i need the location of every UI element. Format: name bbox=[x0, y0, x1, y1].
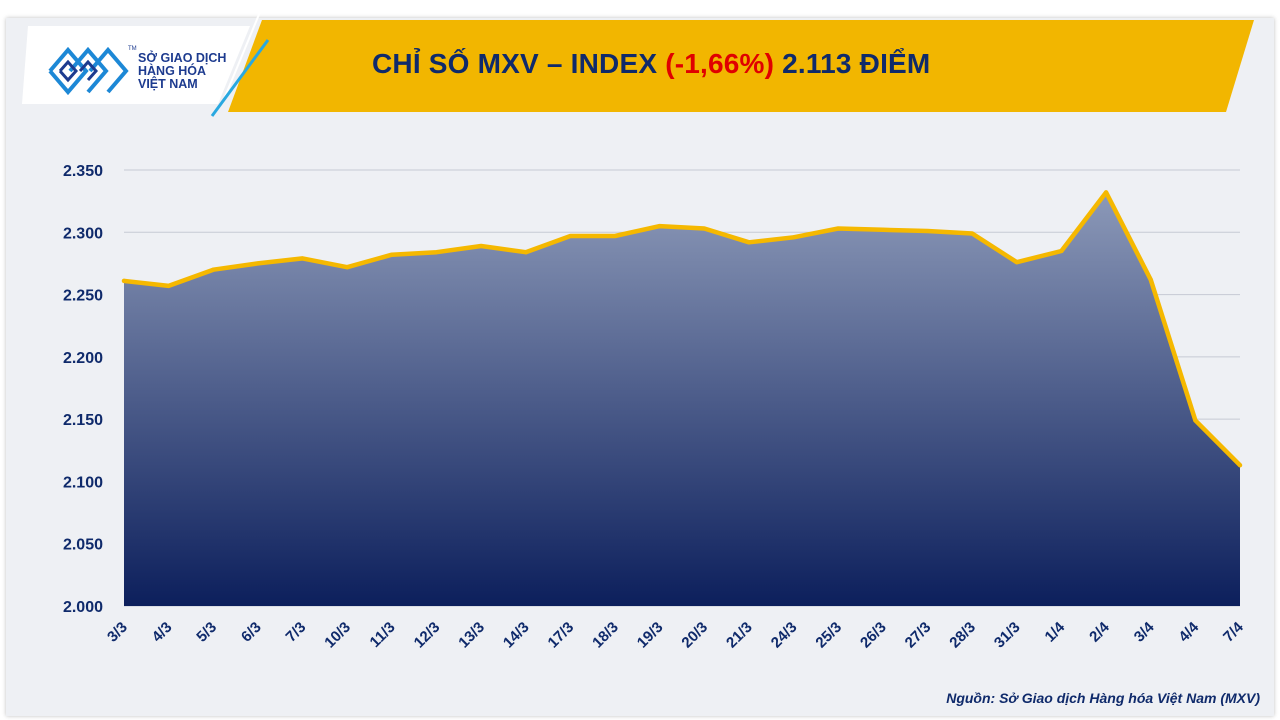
data-point bbox=[880, 227, 885, 232]
logo-line-2: HÀNG HÓA bbox=[138, 63, 207, 78]
data-point bbox=[702, 226, 707, 231]
x-tick-label: 7/3 bbox=[283, 619, 310, 646]
x-tick-label: 26/3 bbox=[857, 619, 890, 652]
series-area bbox=[124, 192, 1240, 606]
data-point bbox=[613, 234, 618, 239]
x-tick-label: 25/3 bbox=[812, 619, 845, 652]
data-point bbox=[1193, 418, 1198, 423]
y-tick-label: 2.200 bbox=[63, 350, 103, 367]
y-axis-ticks: 2.000 2.050 2.100 2.150 2.200 2.250 2.300 2.350 bbox=[63, 163, 103, 616]
x-tick-label: 18/3 bbox=[589, 619, 622, 652]
x-tick-label: 6/3 bbox=[238, 619, 265, 646]
data-point bbox=[523, 250, 528, 255]
data-point bbox=[746, 240, 751, 245]
x-tick-label: 19/3 bbox=[634, 619, 667, 652]
data-points bbox=[122, 190, 1242, 468]
banner-stripe bbox=[221, 11, 261, 105]
x-tick-label: 3/4 bbox=[1131, 618, 1158, 645]
data-point bbox=[255, 261, 260, 266]
x-tick-label: 4/4 bbox=[1175, 618, 1202, 645]
data-point bbox=[1059, 248, 1064, 253]
data-point bbox=[657, 224, 662, 229]
x-axis-ticks: 3/3 4/3 5/3 6/3 7/3 10/3 11/3 12/3 13/3 14/3 17/3 1… bbox=[104, 618, 1247, 651]
x-tick-label: 27/3 bbox=[902, 619, 935, 652]
banner-yellow bbox=[228, 20, 1254, 112]
banner-stripe-blue bbox=[210, 39, 270, 117]
title-suffix: 2.113 ĐIỂM bbox=[782, 48, 931, 79]
page-title: CHỈ SỐ MXV – INDEX (-1,66%) 2.113 ĐIỂM bbox=[372, 48, 930, 80]
x-tick-label: 21/3 bbox=[723, 619, 756, 652]
x-tick-label: 20/3 bbox=[678, 619, 711, 652]
data-point bbox=[791, 235, 796, 240]
data-point bbox=[389, 252, 394, 257]
x-tick-label: 7/4 bbox=[1220, 618, 1247, 645]
logo-trademark: TM bbox=[128, 46, 137, 52]
data-point bbox=[1148, 277, 1153, 282]
source-note: Nguồn: Sở Giao dịch Hàng hóa Việt Nam (M… bbox=[946, 690, 1260, 706]
x-tick-label: 4/3 bbox=[149, 619, 176, 646]
x-tick-label: 31/3 bbox=[991, 619, 1024, 652]
data-point bbox=[1014, 260, 1019, 265]
data-point bbox=[925, 229, 930, 234]
data-point bbox=[1104, 190, 1109, 195]
data-point bbox=[166, 283, 171, 288]
data-point bbox=[434, 250, 439, 255]
series-line bbox=[121, 190, 1243, 468]
mxv-logo: SỞ GIAO DỊCH HÀNG HÓA VIỆT NAM bbox=[48, 44, 226, 98]
y-tick-label: 2.150 bbox=[63, 412, 103, 429]
data-point bbox=[300, 256, 305, 261]
data-point bbox=[211, 267, 216, 272]
data-point bbox=[122, 278, 126, 283]
y-tick-label: 2.250 bbox=[63, 288, 103, 305]
y-tick-label: 2.100 bbox=[63, 474, 103, 491]
x-tick-label: 13/3 bbox=[455, 619, 488, 652]
y-tick-label: 2.000 bbox=[63, 599, 103, 616]
x-tick-label: 11/3 bbox=[367, 619, 399, 651]
x-tick-label: 14/3 bbox=[500, 619, 533, 652]
x-tick-label: 24/3 bbox=[768, 619, 801, 652]
mxv-logo-icon bbox=[48, 46, 129, 96]
x-tick-label: 12/3 bbox=[411, 619, 444, 652]
logo-panel bbox=[22, 26, 250, 104]
x-tick-label: 3/3 bbox=[104, 619, 131, 646]
x-tick-label: 1/4 bbox=[1041, 618, 1068, 645]
x-tick-label: 28/3 bbox=[946, 619, 979, 652]
data-point bbox=[479, 243, 484, 248]
y-tick-label: 2.300 bbox=[63, 225, 103, 242]
data-point bbox=[345, 265, 350, 270]
x-tick-label: 10/3 bbox=[321, 619, 354, 652]
x-tick-label: 17/3 bbox=[545, 619, 578, 652]
x-tick-label: 5/3 bbox=[193, 619, 220, 646]
title-change: (-1,66%) bbox=[665, 48, 775, 79]
x-tick-label: 2/4 bbox=[1086, 618, 1113, 645]
logo-line-3: VIỆT NAM bbox=[138, 76, 198, 91]
logo-line-1: SỞ GIAO DỊCH bbox=[138, 50, 227, 65]
logo-text: SỞ GIAO DỊCH HÀNG HÓA VIỆT NAM bbox=[138, 50, 227, 91]
data-point bbox=[568, 234, 573, 239]
title-prefix: CHỈ SỐ MXV – INDEX bbox=[372, 48, 658, 79]
data-point bbox=[1238, 463, 1242, 468]
data-point bbox=[836, 226, 841, 231]
data-point bbox=[970, 231, 975, 236]
y-tick-label: 2.050 bbox=[63, 537, 103, 554]
y-tick-label: 2.350 bbox=[63, 163, 103, 180]
